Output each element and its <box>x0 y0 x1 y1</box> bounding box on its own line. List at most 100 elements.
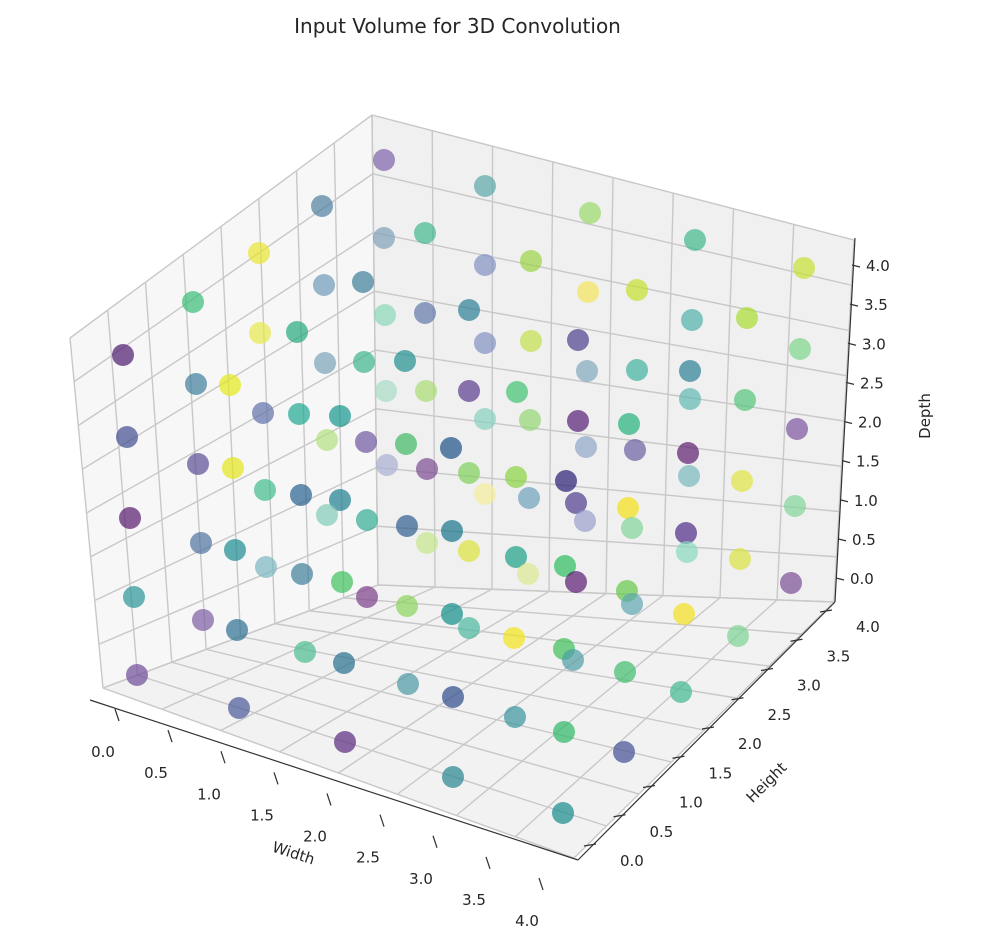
z-tick-label: 1.0 <box>854 492 878 510</box>
data-point <box>458 380 480 402</box>
data-point <box>505 546 527 568</box>
y-tick-label: 1.5 <box>709 764 733 782</box>
data-point <box>520 250 542 272</box>
x-tick <box>114 708 120 722</box>
z-tick-label: 3.5 <box>864 296 888 314</box>
data-point <box>185 373 207 395</box>
data-point <box>333 652 355 674</box>
y-tick-label: 3.5 <box>827 647 851 665</box>
data-point <box>249 322 271 344</box>
data-point <box>440 437 462 459</box>
z-tick-label: 3.0 <box>862 335 886 353</box>
data-point <box>441 520 463 542</box>
y-tick-label: 4.0 <box>856 618 880 636</box>
data-point <box>290 484 312 506</box>
data-point <box>626 279 648 301</box>
y-tick <box>760 667 774 672</box>
z-tick <box>851 264 861 268</box>
grid-line <box>77 231 374 427</box>
data-point <box>520 330 542 352</box>
data-point <box>416 532 438 554</box>
data-point <box>567 410 589 432</box>
x-tick-label: 2.0 <box>303 828 327 846</box>
data-point <box>190 532 212 554</box>
data-point <box>248 242 270 264</box>
data-point <box>621 517 643 539</box>
z-tick-label: 1.5 <box>856 453 880 471</box>
x-tick-label: 1.5 <box>250 806 274 824</box>
grid-line <box>274 622 737 699</box>
grid-line <box>309 610 770 667</box>
z-tick-label: 4.0 <box>866 257 890 275</box>
grid-line <box>372 173 852 286</box>
grid-line <box>371 114 379 586</box>
data-point <box>291 563 313 585</box>
data-point <box>458 617 480 639</box>
x-tick <box>273 772 279 785</box>
data-point <box>316 504 338 526</box>
data-point <box>565 571 587 593</box>
data-point <box>112 344 134 366</box>
x-tick <box>220 751 226 764</box>
data-point <box>555 470 577 492</box>
y-tick-label: 0.0 <box>620 852 644 870</box>
grid-line <box>396 595 664 795</box>
grid-line <box>86 349 376 514</box>
z-tick <box>837 538 847 542</box>
data-point <box>373 227 395 249</box>
data-point <box>228 697 250 719</box>
y-tick <box>642 784 656 789</box>
data-point <box>506 381 528 403</box>
data-point <box>396 595 418 617</box>
data-point <box>681 309 703 331</box>
x-tick <box>432 835 438 848</box>
data-point <box>442 766 464 788</box>
y-tick <box>819 609 833 613</box>
data-point <box>554 555 576 577</box>
z-tick-label: 0.0 <box>850 570 874 588</box>
data-point <box>414 222 436 244</box>
z-tick <box>847 342 857 346</box>
data-point <box>565 492 587 514</box>
data-point <box>286 321 308 343</box>
data-point <box>579 202 601 224</box>
y-tick-label: 0.5 <box>650 823 674 841</box>
data-point <box>355 431 377 453</box>
y-tick-label: 2.5 <box>768 706 792 724</box>
data-point <box>288 403 310 425</box>
data-point <box>376 454 398 476</box>
data-point <box>356 586 378 608</box>
data-point <box>394 350 416 372</box>
data-point <box>395 433 417 455</box>
data-point <box>474 175 496 197</box>
grid-line <box>343 597 802 635</box>
data-point <box>255 556 277 578</box>
z-tick <box>845 381 855 385</box>
data-point <box>119 507 141 529</box>
grid-line <box>833 239 855 603</box>
data-point <box>442 686 464 708</box>
grid-line <box>373 231 850 332</box>
data-point <box>373 149 395 171</box>
y-axis-label: Height <box>743 758 791 806</box>
data-point <box>441 603 463 625</box>
z-tick-label: 2.5 <box>860 374 884 392</box>
data-point <box>679 388 701 410</box>
data-point <box>414 302 436 324</box>
grid-line <box>295 170 310 611</box>
data-point <box>576 360 598 382</box>
data-point <box>731 470 753 492</box>
data-point <box>626 359 648 381</box>
chart-title: Input Volume for 3D Convolution <box>294 14 621 38</box>
data-point <box>729 548 751 570</box>
data-point <box>670 681 692 703</box>
data-point <box>678 465 700 487</box>
data-point <box>562 649 584 671</box>
data-point <box>352 271 374 293</box>
y-tick <box>672 755 685 759</box>
data-point <box>187 453 209 475</box>
z-tick <box>843 420 853 425</box>
data-point <box>458 540 480 562</box>
